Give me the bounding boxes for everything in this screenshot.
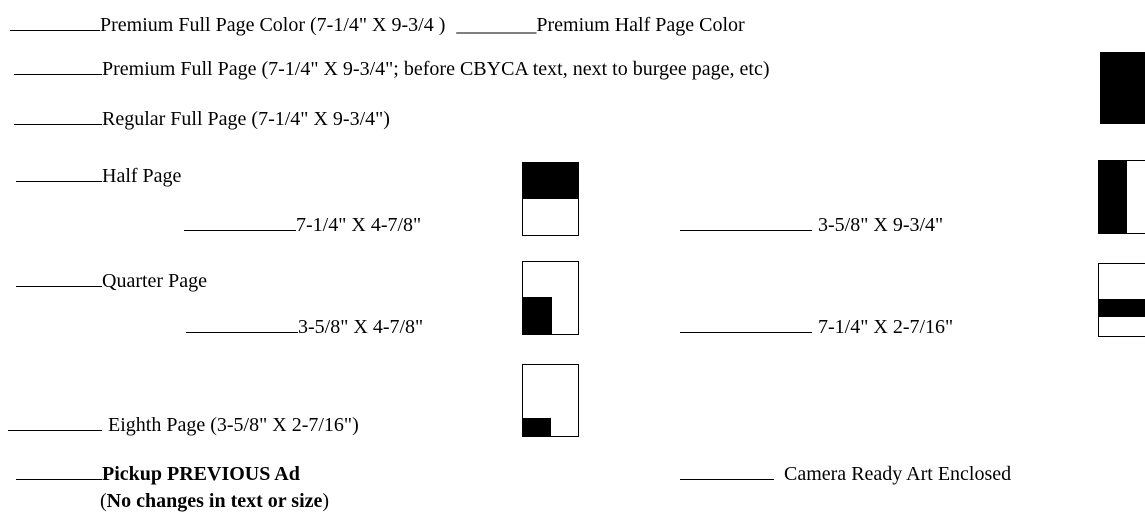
- quarter-page-blank[interactable]: [16, 268, 102, 287]
- half-vertical-diagram-icon: [1098, 160, 1145, 234]
- quarter-vertical-row: 3-5/8" X 4-7/8": [186, 314, 423, 339]
- pickup-previous-blank[interactable]: [16, 461, 102, 480]
- eighth-page-row: Eighth Page (3-5/8" X 2-7/16"): [8, 412, 359, 437]
- quarter-page-label: Quarter Page: [102, 270, 207, 292]
- quarter-vertical-blank[interactable]: [186, 314, 298, 333]
- quarter-page-row: Quarter Page: [16, 268, 207, 293]
- camera-ready-label: Camera Ready Art Enclosed: [784, 463, 1012, 485]
- half-vertical-blank[interactable]: [680, 212, 812, 231]
- quarter-vertical-label: 3-5/8" X 4-7/8": [298, 316, 424, 338]
- quarter-vertical-diagram-icon: [522, 261, 579, 335]
- camera-ready-blank[interactable]: [680, 461, 774, 480]
- half-horizontal-blank[interactable]: [184, 212, 296, 231]
- pickup-previous-label: Pickup PREVIOUS Ad: [102, 463, 300, 485]
- premium-half-color-label: Premium Half Page Color: [536, 14, 745, 36]
- eighth-page-label: Eighth Page (3-5/8" X 2-7/16"): [108, 414, 359, 436]
- half-vertical-label: 3-5/8" X 9-3/4": [818, 214, 944, 236]
- half-horizontal-row: 7-1/4" X 4-7/8": [184, 212, 421, 237]
- premium-half-color-blank[interactable]: ________: [456, 14, 537, 36]
- eighth-page-blank[interactable]: [8, 412, 102, 431]
- half-page-label: Half Page: [102, 165, 182, 187]
- eighth-page-diagram-icon: [522, 364, 579, 437]
- half-page-blank[interactable]: [16, 163, 102, 182]
- premium-full-color-label: Premium Full Page Color (7-1/4" X 9-3/4 …: [100, 14, 446, 36]
- half-page-row: Half Page: [16, 163, 181, 188]
- regular-full-blank[interactable]: [14, 106, 102, 125]
- full-page-diagram-icon: [1100, 52, 1145, 124]
- quarter-horizontal-diagram-icon: [1098, 263, 1145, 337]
- premium-full-row: Premium Full Page (7-1/4" X 9-3/4"; befo…: [14, 56, 770, 81]
- half-horizontal-label: 7-1/4" X 4-7/8": [296, 214, 422, 236]
- premium-full-label: Premium Full Page (7-1/4" X 9-3/4"; befo…: [102, 58, 770, 80]
- quarter-horizontal-label: 7-1/4" X 2-7/16": [818, 316, 954, 338]
- quarter-horizontal-row: 7-1/4" X 2-7/16": [680, 314, 953, 339]
- half-horizontal-diagram-icon: [522, 162, 579, 236]
- regular-full-label: Regular Full Page (7-1/4" X 9-3/4"): [102, 108, 390, 130]
- quarter-horizontal-blank[interactable]: [680, 314, 812, 333]
- no-changes-open-paren: (: [100, 490, 107, 512]
- no-changes-row: (No changes in text or size): [100, 489, 329, 513]
- premium-full-color-row: Premium Full Page Color (7-1/4" X 9-3/4 …: [10, 12, 745, 37]
- pickup-previous-row: Pickup PREVIOUS Ad: [16, 461, 300, 486]
- no-changes-label: No changes in text or size: [106, 490, 323, 512]
- premium-full-blank[interactable]: [14, 56, 102, 75]
- half-vertical-row: 3-5/8" X 9-3/4": [680, 212, 943, 237]
- no-changes-close-paren: ): [322, 490, 330, 512]
- regular-full-row: Regular Full Page (7-1/4" X 9-3/4"): [14, 106, 390, 131]
- premium-full-color-blank[interactable]: [10, 12, 100, 31]
- camera-ready-row: Camera Ready Art Enclosed: [680, 461, 1011, 486]
